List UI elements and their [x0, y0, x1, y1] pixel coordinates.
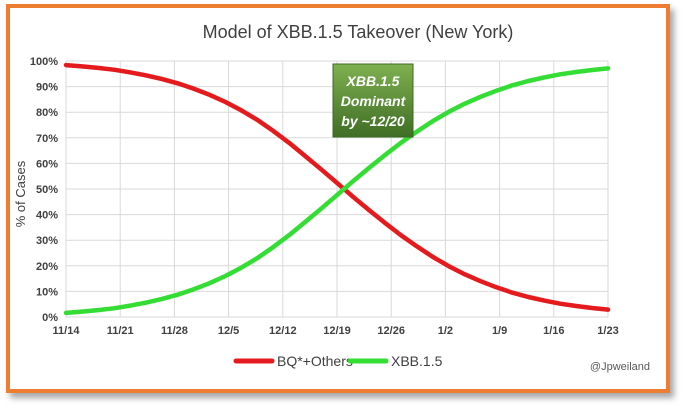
x-tick-label: 12/26 [377, 325, 405, 337]
series-line-xbb15 [63, 66, 611, 316]
annotation-line-3: by ~12/20 [341, 113, 405, 129]
chart-frame: Model of XBB.1.5 Takeover (New York) % o… [6, 4, 670, 393]
y-tick-label: 50% [36, 184, 58, 196]
legend-label-xbb15: XBB.1.5 [391, 353, 443, 369]
y-tick-label: 90% [36, 82, 58, 94]
annotation-line-1: XBB.1.5 [346, 73, 400, 89]
chart-title: Model of XBB.1.5 Takeover (New York) [203, 22, 514, 42]
x-tick-label: 11/28 [161, 325, 188, 337]
x-tick-label: 12/12 [269, 325, 297, 337]
series-line-bq-others [63, 62, 611, 312]
legend: BQ*+Others XBB.1.5 [233, 353, 443, 369]
x-tick-label: 12/19 [323, 325, 351, 337]
x-tick-labels: 11/14 11/21 11/28 12/5 12/12 12/19 12/26 1/2 1/9… [53, 325, 619, 337]
legend-label-bq-others: BQ*+Others [277, 353, 353, 369]
y-tick-label: 60% [36, 158, 58, 170]
watermark: @Jpweiland [590, 361, 650, 373]
y-tick-label: 0% [42, 312, 58, 324]
y-tick-label: 70% [36, 133, 58, 145]
y-tick-label: 40% [36, 210, 58, 222]
gridlines [65, 60, 609, 318]
y-tick-label: 30% [36, 235, 58, 247]
y-tick-labels: 0% 10% 20% 30% 40% 50% 60% 70% 80% 90% 100% [30, 56, 58, 324]
series-lines [63, 62, 611, 316]
x-tick-label: 11/21 [107, 325, 134, 337]
y-tick-label: 80% [36, 107, 58, 119]
x-tick-label: 1/16 [543, 325, 564, 337]
chart-canvas: Model of XBB.1.5 Takeover (New York) % o… [13, 22, 650, 373]
x-tick-label: 1/23 [597, 325, 618, 337]
x-tick-label: 1/2 [438, 325, 453, 337]
y-tick-label: 20% [36, 261, 58, 273]
y-tick-label: 10% [36, 286, 58, 298]
annotation-line-2: Dominant [341, 93, 407, 109]
y-tick-label: 100% [30, 56, 58, 68]
annotation-box: XBB.1.5 Dominant by ~12/20 [332, 63, 414, 138]
x-tick-label: 1/9 [492, 325, 507, 337]
y-axis-label: % of Cases [13, 160, 28, 227]
x-tick-label: 11/14 [53, 325, 81, 337]
x-tick-label: 12/5 [218, 325, 239, 337]
